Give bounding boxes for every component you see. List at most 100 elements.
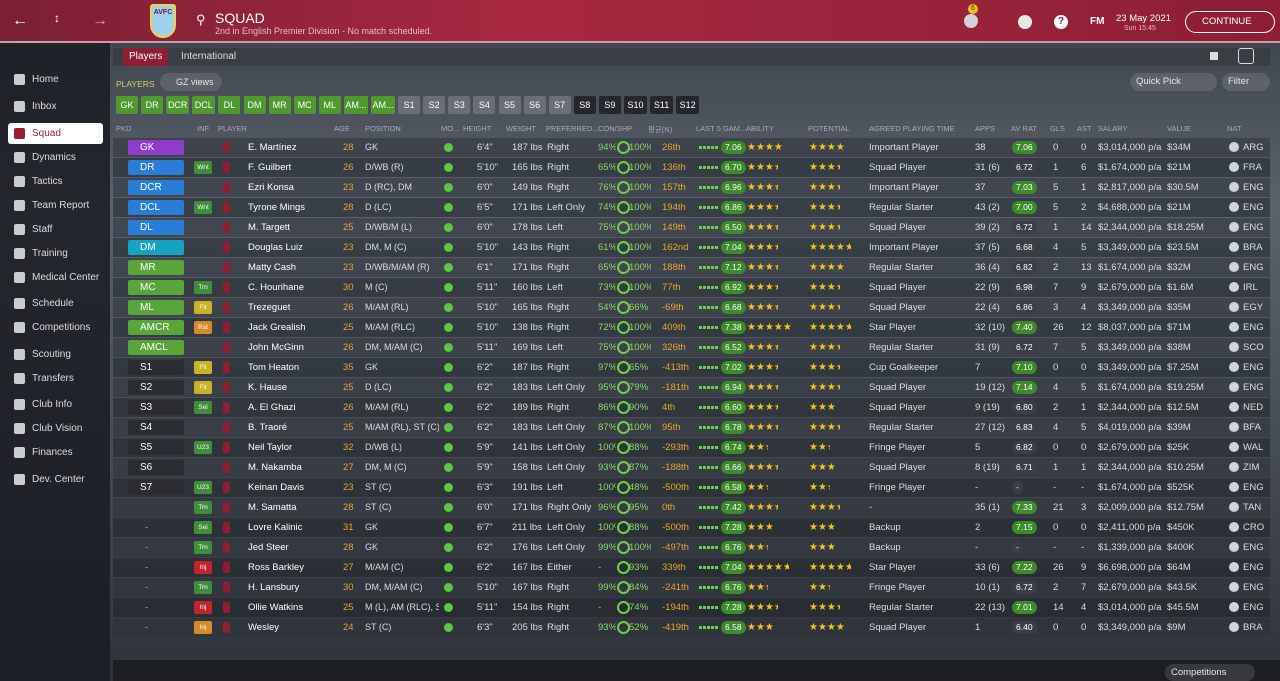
picked-position[interactable]: S3 [128, 400, 184, 415]
player-name[interactable]: Jack Grealish [248, 322, 306, 333]
position-filter[interactable]: MR [268, 96, 291, 114]
position-filter[interactable]: DM [243, 96, 266, 114]
nav-item[interactable]: Dev. Center [8, 469, 103, 490]
nav-item[interactable]: Club Info [8, 394, 103, 415]
column-header[interactable]: APPS [975, 124, 996, 133]
column-header[interactable]: PKD [116, 124, 132, 133]
player-row[interactable]: DR Wnt F. Guilbert 26 D/WB (R) 5'10" 165 lbs Ri… [113, 158, 1270, 177]
quick-pick[interactable]: Quick Pick [1130, 73, 1217, 91]
position-filter[interactable]: AM... [343, 96, 368, 114]
player-name[interactable]: A. El Ghazi [248, 402, 296, 413]
player-row[interactable]: AMCL John McGinn 26 DM, M/AM (C) 5'11" 169 lb… [113, 338, 1270, 357]
player-row[interactable]: - Sel Lovre Kalinic 31 GK 6'7" 211 lbs Left Onl… [113, 518, 1270, 537]
player-name[interactable]: Tyrone Mings [248, 202, 306, 213]
picked-position[interactable]: GK [128, 140, 184, 155]
player-name[interactable]: H. Lansbury [248, 582, 300, 593]
views-menu[interactable]: GZ views [160, 73, 222, 91]
nav-item[interactable]: Staff [8, 219, 103, 240]
help-icon[interactable]: ? [1054, 15, 1068, 29]
column-header[interactable]: VALUE [1167, 124, 1192, 133]
player-row[interactable]: ML Fit Trezeguet 26 M/AM (RL) 5'10" 165 lbs Rig… [113, 298, 1270, 317]
column-header[interactable]: 평균(N) [648, 125, 673, 134]
column-header[interactable]: AST [1077, 124, 1092, 133]
notification-count[interactable]: 6 [968, 4, 978, 14]
nav-item[interactable]: Scouting [8, 344, 103, 365]
picked-position[interactable]: S1 [128, 360, 184, 375]
filter[interactable]: Filter [1222, 73, 1270, 91]
player-name[interactable]: C. Hourihane [248, 282, 304, 293]
player-row[interactable]: S2 Fit K. Hause 25 D (LC) 6'2" 183 lbs Left Onl… [113, 378, 1270, 397]
player-name[interactable]: Tom Heaton [248, 362, 300, 373]
nav-item[interactable]: Dynamics [8, 147, 103, 168]
player-name[interactable]: John McGinn [248, 342, 304, 353]
position-filter[interactable]: MC [293, 96, 316, 114]
column-header[interactable]: INF [197, 124, 210, 133]
picked-position[interactable]: - [145, 542, 149, 553]
player-name[interactable]: Ross Barkley [248, 562, 304, 573]
back-button[interactable]: ← [12, 12, 28, 29]
player-row[interactable]: S1 Fit Tom Heaton 35 GK 6'2" 187 lbs Right 97% 65… [113, 358, 1270, 377]
player-row[interactable]: S7 U23 Keinan Davis 23 ST (C) 6'3" 191 lbs Left… [113, 478, 1270, 497]
picked-position[interactable]: ML [128, 300, 184, 315]
nav-item[interactable]: Squad [8, 123, 103, 144]
player-name[interactable]: K. Hause [248, 382, 288, 393]
nav-item[interactable]: Transfers [8, 368, 103, 389]
position-filter[interactable]: GK [116, 96, 138, 114]
picked-position[interactable]: DM [128, 240, 184, 255]
column-header[interactable]: LAST 5 GAM... [696, 124, 747, 133]
nav-item[interactable]: Finances [8, 442, 103, 463]
player-row[interactable]: DM Douglas Luiz 23 DM, M (C) 5'10" 143 lbs Rig… [113, 238, 1270, 257]
position-filter[interactable]: S8 [573, 96, 596, 114]
picked-position[interactable]: S2 [128, 380, 184, 395]
player-row[interactable]: - Trn H. Lansbury 30 DM, M/AM (C) 5'10" 167 lb… [113, 578, 1270, 597]
player-name[interactable]: B. Traoré [248, 422, 288, 433]
position-filter[interactable]: DCL [192, 96, 216, 114]
position-filter[interactable]: S4 [473, 96, 496, 114]
column-header[interactable]: POSITION [365, 124, 401, 133]
player-row[interactable]: - Inj Wesley 24 ST (C) 6'3" 205 lbs Right 93% 52%… [113, 618, 1270, 637]
column-header[interactable]: MO... [441, 124, 460, 133]
player-row[interactable]: DCL Wnt Tyrone Mings 28 D (LC) 6'5" 171 lbs Lef… [113, 198, 1270, 217]
player-name[interactable]: Ezri Konsa [248, 182, 294, 193]
nav-item[interactable]: Medical Center [8, 267, 103, 288]
column-header[interactable]: CON/SHP [598, 124, 633, 133]
picked-position[interactable]: - [145, 522, 149, 533]
column-header[interactable]: POTENTIAL [808, 124, 850, 133]
club-badge[interactable]: AVFC [150, 4, 176, 38]
player-row[interactable]: DCR Ezri Konsa 23 D (RC), DM 6'0" 149 lbs Righ… [113, 178, 1270, 197]
nav-item[interactable]: Schedule [8, 293, 103, 314]
column-header[interactable]: PREFERRED... [546, 124, 599, 133]
picked-position[interactable]: - [145, 562, 149, 573]
inbox-icon[interactable] [964, 14, 978, 28]
position-filter[interactable]: S10 [624, 96, 647, 114]
fm-menu[interactable]: FM [1090, 16, 1105, 27]
player-name[interactable]: Lovre Kalinic [248, 522, 303, 533]
competitions-button[interactable]: Competitions [1165, 664, 1255, 681]
player-name[interactable]: M. Targett [248, 222, 291, 233]
position-filter[interactable]: S12 [676, 96, 700, 114]
nav-item[interactable]: Inbox [8, 96, 103, 117]
position-filter[interactable]: S6 [523, 96, 546, 114]
picked-position[interactable]: S4 [128, 420, 184, 435]
player-name[interactable]: Keinan Davis [248, 482, 304, 493]
column-header[interactable]: AGREED PLAYING TIME [869, 124, 955, 133]
player-name[interactable]: Neil Taylor [248, 442, 293, 453]
nav-item[interactable]: Competitions [8, 317, 103, 338]
player-row[interactable]: AMCR Rst Jack Grealish 25 M/AM (RLC) 5'10" 138… [113, 318, 1270, 337]
position-filter[interactable]: S1 [398, 96, 421, 114]
position-filter[interactable]: S5 [498, 96, 521, 114]
column-header[interactable]: GLS [1050, 124, 1066, 133]
tab-players[interactable]: Players [123, 48, 169, 66]
player-row[interactable]: S4 B. Traoré 25 M/AM (RL), ST (C) 6'2" 183 lb… [113, 418, 1270, 437]
player-row[interactable]: - Inj Ollie Watkins 25 M (L), AM (RLC), ST (… [113, 598, 1270, 617]
column-header[interactable]: AGE [334, 124, 350, 133]
position-filter[interactable]: AM... [371, 96, 395, 114]
nav-item[interactable]: Tactics [8, 171, 103, 192]
player-row[interactable]: - Trn Jed Steer 28 GK 6'2" 176 lbs Left Only 99%… [113, 538, 1270, 557]
player-name[interactable]: Ollie Watkins [248, 602, 304, 613]
column-header[interactable]: NAT [1227, 124, 1242, 133]
player-row[interactable]: MR Matty Cash 23 D/WB/M/AM (R) 6'1" 171 lbs Ri… [113, 258, 1270, 277]
player-name[interactable]: E. Martínez [248, 142, 297, 153]
position-filter[interactable]: DCR [166, 96, 190, 114]
position-filter[interactable]: S11 [650, 96, 674, 114]
